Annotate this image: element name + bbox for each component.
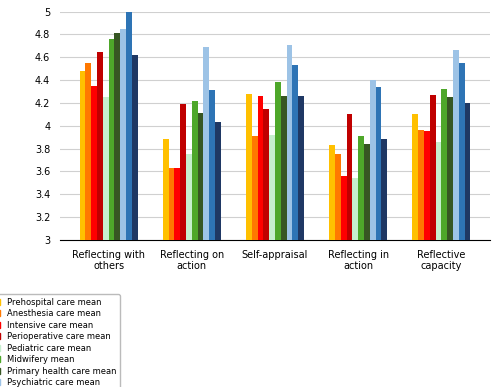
- Bar: [252, 136, 258, 387]
- Bar: [80, 71, 86, 387]
- Bar: [114, 33, 120, 387]
- Bar: [376, 87, 382, 387]
- Legend: Prehospital care mean, Anesthesia care mean, Intensive care mean, Perioperative : Prehospital care mean, Anesthesia care m…: [0, 295, 120, 387]
- Bar: [346, 115, 352, 387]
- Bar: [298, 96, 304, 387]
- Bar: [97, 51, 103, 387]
- Bar: [162, 139, 168, 387]
- Bar: [210, 91, 215, 387]
- Bar: [174, 168, 180, 387]
- Bar: [286, 45, 292, 387]
- Bar: [453, 50, 459, 387]
- Bar: [264, 109, 269, 387]
- Bar: [412, 115, 418, 387]
- Bar: [132, 55, 138, 387]
- Bar: [108, 39, 114, 387]
- Bar: [442, 89, 447, 387]
- Bar: [447, 97, 453, 387]
- Bar: [180, 104, 186, 387]
- Bar: [358, 136, 364, 387]
- Bar: [103, 97, 108, 387]
- Bar: [340, 176, 346, 387]
- Bar: [269, 135, 275, 387]
- Bar: [168, 168, 174, 387]
- Bar: [352, 178, 358, 387]
- Bar: [275, 82, 281, 387]
- Bar: [126, 12, 132, 387]
- Bar: [198, 113, 203, 387]
- Bar: [91, 86, 97, 387]
- Bar: [436, 142, 442, 387]
- Bar: [215, 122, 221, 387]
- Bar: [186, 154, 192, 387]
- Bar: [430, 95, 436, 387]
- Bar: [370, 80, 376, 387]
- Bar: [292, 65, 298, 387]
- Bar: [258, 96, 264, 387]
- Bar: [281, 96, 286, 387]
- Bar: [192, 101, 198, 387]
- Bar: [246, 94, 252, 387]
- Bar: [464, 103, 470, 387]
- Bar: [418, 130, 424, 387]
- Bar: [335, 154, 340, 387]
- Bar: [459, 63, 464, 387]
- Bar: [382, 139, 388, 387]
- Bar: [204, 47, 210, 387]
- Bar: [329, 145, 335, 387]
- Bar: [424, 132, 430, 387]
- Bar: [86, 63, 91, 387]
- Bar: [364, 144, 370, 387]
- Bar: [120, 29, 126, 387]
